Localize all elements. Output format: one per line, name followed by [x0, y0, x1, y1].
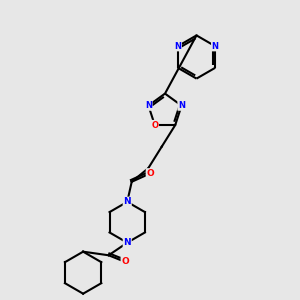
Text: N: N	[123, 197, 131, 206]
Text: N: N	[145, 101, 152, 110]
Text: N: N	[174, 42, 181, 51]
Text: N: N	[123, 238, 131, 247]
Text: N: N	[212, 42, 219, 51]
Text: O: O	[151, 121, 158, 130]
Text: O: O	[121, 257, 129, 266]
Text: N: N	[178, 101, 185, 110]
Text: O: O	[146, 169, 154, 178]
